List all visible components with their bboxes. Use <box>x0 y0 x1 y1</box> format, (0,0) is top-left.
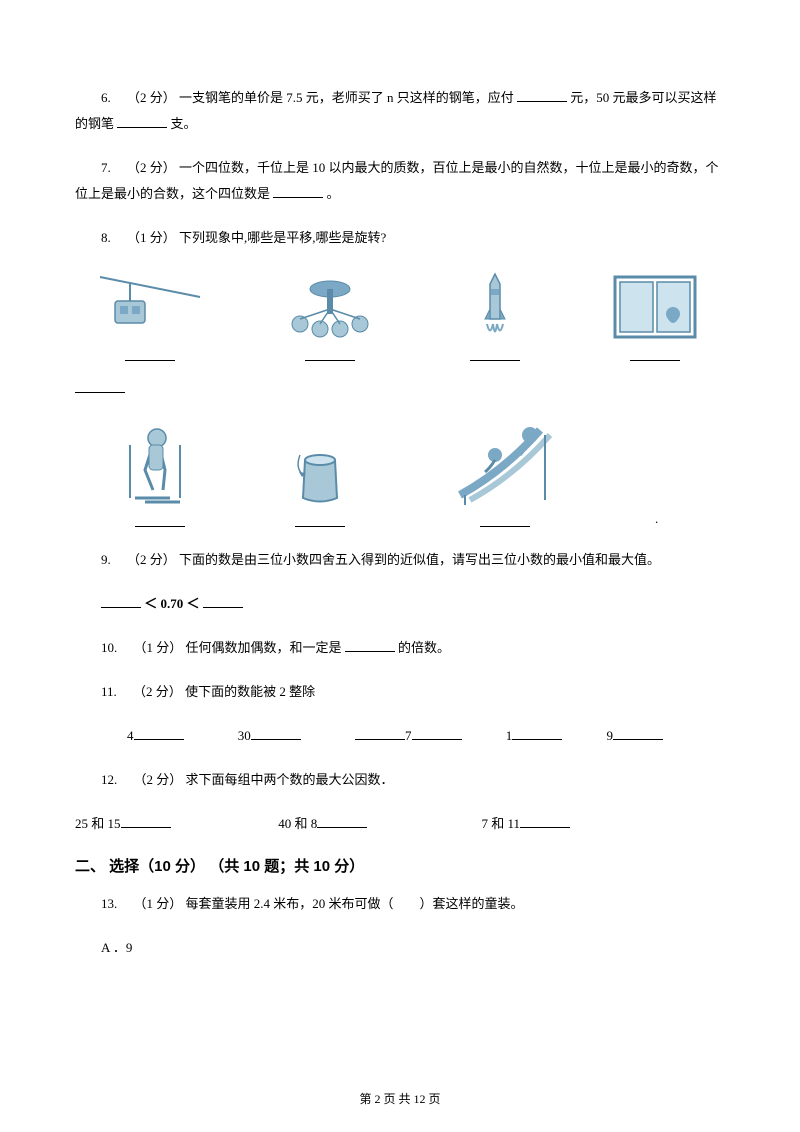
blank[interactable] <box>125 347 175 361</box>
q12-items: 25 和 15 40 和 8 7 和 11 <box>75 811 725 837</box>
question-6: 6. （2 分） 一支钢笔的单价是 7.5 元，老师买了 n 只这样的钢笔，应付… <box>75 85 725 137</box>
page-footer: 第 2 页 共 12 页 <box>0 1090 800 1107</box>
q12-i2: 7 和 11 <box>482 816 521 831</box>
q13-option-a: A ．9 <box>75 935 725 961</box>
q11-i1: 30 <box>238 728 251 743</box>
question-12: 12. （2 分） 求下面每组中两个数的最大公因数． <box>75 767 725 793</box>
blank[interactable] <box>134 724 184 740</box>
q13-num: 13. <box>101 896 117 911</box>
q9-text: 下面的数是由三位小数四舍五入得到的近似值，请写出三位小数的最小值和最大值。 <box>179 552 660 567</box>
blank[interactable] <box>345 636 395 652</box>
blank[interactable] <box>412 724 462 740</box>
q8-pts: （1 分） <box>127 230 176 245</box>
bucket-item <box>285 420 355 527</box>
q12-i1: 40 和 8 <box>278 816 317 831</box>
blank[interactable] <box>470 347 520 361</box>
q7-text2: 。 <box>327 186 340 201</box>
q9-num: 9. <box>101 552 111 567</box>
carousel-item <box>275 269 385 361</box>
q13-pts: （1 分） <box>134 896 183 911</box>
blank[interactable] <box>317 812 367 828</box>
blank[interactable] <box>295 513 345 527</box>
question-11: 11. （2 分） 使下面的数能被 2 整除 <box>75 679 725 705</box>
q13-optA: A ．9 <box>101 940 132 955</box>
q6-pts: （2 分） <box>127 90 176 105</box>
question-10: 10. （1 分） 任何偶数加偶数，和一定是 的倍数。 <box>75 635 725 661</box>
skier-item <box>115 420 205 527</box>
q10-text1: 任何偶数加偶数，和一定是 <box>186 640 342 655</box>
cable-car-item <box>95 269 205 361</box>
blank[interactable] <box>121 812 171 828</box>
blank[interactable] <box>520 812 570 828</box>
q7-pts: （2 分） <box>127 160 176 175</box>
window-item <box>605 269 705 361</box>
q8-text: 下列现象中,哪些是平移,哪些是旋转? <box>179 230 386 245</box>
image-row-1 <box>75 269 725 361</box>
slide-item <box>435 420 575 527</box>
blank[interactable] <box>203 592 243 608</box>
bucket-icon <box>285 420 355 510</box>
q7-num: 7. <box>101 160 111 175</box>
q12-text: 求下面每组中两个数的最大公因数． <box>186 772 394 787</box>
blank[interactable] <box>355 724 405 740</box>
q9-formula-text: ＜ 0.70 ＜ <box>144 596 199 611</box>
skier-icon <box>115 420 205 510</box>
blank[interactable] <box>630 347 680 361</box>
carousel-icon <box>275 269 385 344</box>
question-7: 7. （2 分） 一个四位数，千位上是 10 以内最大的质数，百位上是最小的自然… <box>75 155 725 207</box>
blank[interactable] <box>101 592 141 608</box>
q11-num: 11. <box>101 684 117 699</box>
q8-num: 8. <box>101 230 111 245</box>
blank[interactable] <box>135 513 185 527</box>
q12-pts: （2 分） <box>134 772 183 787</box>
q11-text: 使下面的数能被 2 整除 <box>185 684 315 699</box>
blank[interactable] <box>273 182 323 198</box>
extra-blank-row <box>75 376 725 402</box>
blank[interactable] <box>117 112 167 128</box>
question-9: 9. （2 分） 下面的数是由三位小数四舍五入得到的近似值，请写出三位小数的最小… <box>75 547 725 573</box>
q9-pts: （2 分） <box>127 552 176 567</box>
blank[interactable] <box>75 379 125 393</box>
image-row-2: . <box>75 420 725 527</box>
q12-i0: 25 和 15 <box>75 816 121 831</box>
rocket-item <box>455 269 535 361</box>
q6-text3: 支。 <box>171 116 197 131</box>
blank[interactable] <box>305 347 355 361</box>
q11-items: 4 30 7 1 9 <box>75 723 725 749</box>
rocket-icon <box>455 269 535 344</box>
q11-pts: （2 分） <box>133 684 182 699</box>
question-8: 8. （1 分） 下列现象中,哪些是平移,哪些是旋转? <box>75 225 725 251</box>
section-2-header: 二、 选择（10 分） （共 10 题；共 10 分） <box>75 855 725 876</box>
q9-formula: ＜ 0.70 ＜ <box>75 591 725 617</box>
question-13: 13. （1 分） 每套童装用 2.4 米布，20 米布可做（ ）套这样的童装。 <box>75 891 725 917</box>
q6-text1: 一支钢笔的单价是 7.5 元，老师买了 n 只这样的钢笔，应付 <box>179 90 514 105</box>
blank[interactable] <box>517 86 567 102</box>
slide-icon <box>435 420 575 510</box>
blank[interactable] <box>512 724 562 740</box>
q10-pts: （1 分） <box>134 640 183 655</box>
q10-num: 10. <box>101 640 117 655</box>
q12-num: 12. <box>101 772 117 787</box>
q6-num: 6. <box>101 90 111 105</box>
cable-car-icon <box>95 269 205 344</box>
q10-text2: 的倍数。 <box>398 640 450 655</box>
blank[interactable] <box>480 513 530 527</box>
blank[interactable] <box>613 724 663 740</box>
blank[interactable] <box>251 724 301 740</box>
q13-text: 每套童装用 2.4 米布，20 米布可做（ ）套这样的童装。 <box>186 896 524 911</box>
window-icon <box>605 269 705 344</box>
